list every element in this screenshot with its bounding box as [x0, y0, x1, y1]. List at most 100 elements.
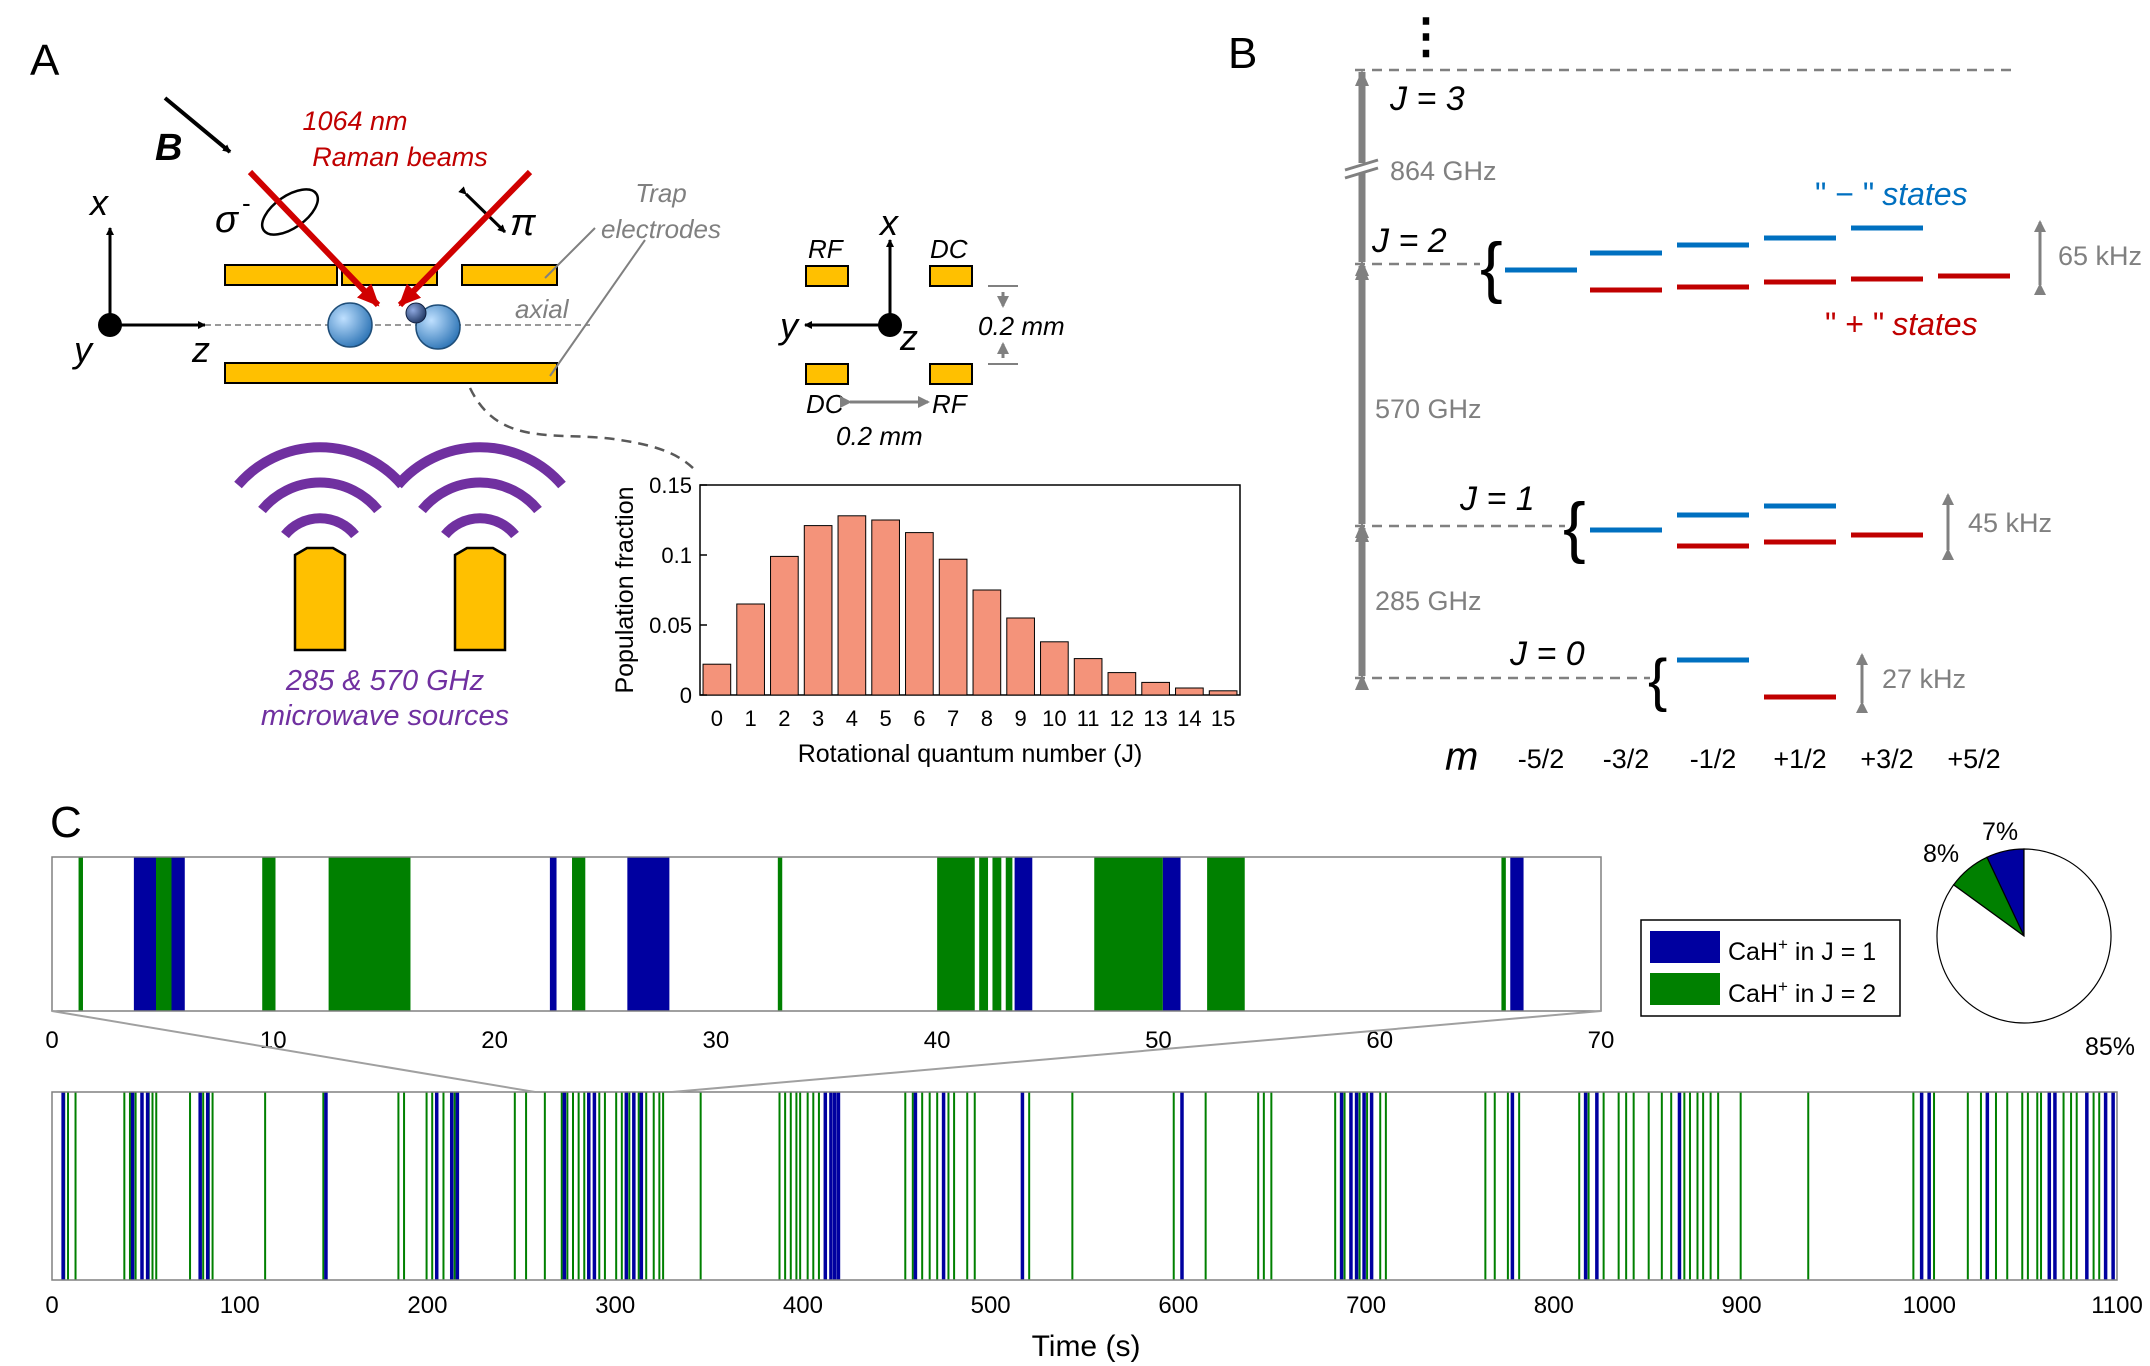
- full-event-green-5: [134, 1092, 137, 1280]
- zoom-strip-frame: [51, 856, 1602, 1012]
- full-event-green-71: [1493, 1092, 1496, 1280]
- end-view-y-label: y: [777, 305, 800, 346]
- full-event-blue-2: [140, 1092, 144, 1280]
- full-event-green-83: [1683, 1092, 1686, 1280]
- beam-label-line1: 1064 nm: [302, 106, 407, 136]
- full-event-green-31: [615, 1092, 618, 1280]
- full-event-blue-1: [130, 1092, 135, 1280]
- full-event-green-70: [1484, 1092, 1487, 1280]
- zoom-xtick-3: 30: [703, 1027, 730, 1054]
- histogram-bar-j2: [770, 555, 799, 696]
- histogram-xtick-11: 11: [1077, 706, 1100, 731]
- full-event-blue-15: [639, 1092, 644, 1280]
- beam-label-line2: Raman beams: [312, 142, 488, 172]
- full-event-blue-23: [1180, 1092, 1184, 1280]
- minus-states-label: " − " states: [1815, 176, 1968, 212]
- legend-label-j2: CaH+ in J = 2: [1728, 977, 1876, 1008]
- zoom-event-19: [1510, 857, 1524, 1011]
- full-event-green-105: [2098, 1092, 2101, 1280]
- full-xtick-5: 500: [971, 1292, 1011, 1319]
- gap-label-285: 285 GHz: [1375, 586, 1482, 616]
- level-label-j0: J = 0: [1509, 635, 1585, 673]
- full-xtick-6: 600: [1158, 1292, 1198, 1319]
- full-event-green-64: [1334, 1092, 1337, 1280]
- full-event-green-102: [2070, 1092, 2073, 1280]
- splitting-label-j2: 65 kHz: [2058, 241, 2142, 271]
- pie-label-j1: 7%: [1982, 818, 2018, 846]
- full-event-green-94: [1979, 1092, 1982, 1280]
- cah-ion: [415, 304, 461, 350]
- full-event-green-93: [1966, 1092, 1969, 1280]
- plus-states-quote: " + ": [1825, 306, 1884, 342]
- full-xtick-8: 800: [1534, 1292, 1574, 1319]
- panel-letter-a: A: [30, 36, 60, 85]
- end-view-rf-top-label: RF: [808, 234, 845, 264]
- full-event-green-86: [1702, 1092, 1705, 1280]
- zoom-event-9: [777, 857, 783, 1011]
- trap-pointer-1: [544, 227, 596, 279]
- dim-vertical-label: 0.2 mm: [978, 311, 1065, 341]
- full-event-green-7: [151, 1092, 154, 1280]
- zoom-event-7: [572, 857, 586, 1011]
- full-event-green-3: [123, 1092, 126, 1280]
- full-event-blue-32: [1677, 1092, 1682, 1280]
- full-event-green-57: [1028, 1092, 1031, 1280]
- full-event-green-51: [928, 1092, 931, 1280]
- full-event-green-79: [1632, 1092, 1635, 1280]
- full-event-green-36: [652, 1092, 655, 1280]
- full-event-green-100: [2040, 1092, 2043, 1280]
- full-xtick-9: 900: [1722, 1292, 1762, 1319]
- histogram-xtick-7: 7: [947, 706, 959, 731]
- panel-c: C 0 10 20 30 40 50 60 70 0 100 200 300 400 500 600 700…: [45, 798, 2142, 1363]
- full-event-green-2: [74, 1092, 77, 1280]
- full-event-green-53: [947, 1092, 950, 1280]
- level-label-j1: J = 1: [1459, 480, 1535, 518]
- full-event-blue-34: [1927, 1092, 1931, 1280]
- full-event-green-12: [211, 1092, 214, 1280]
- histogram-xtick-13: 13: [1143, 706, 1167, 731]
- m-value-0: -5/2: [1518, 744, 1565, 774]
- brace-j0: {: [1648, 648, 1667, 713]
- panel-letter-b: B: [1228, 29, 1257, 78]
- full-event-blue-30: [1583, 1092, 1588, 1280]
- zoom-event-18: [1501, 857, 1506, 1011]
- m-value-5: +5/2: [1947, 744, 2000, 774]
- histogram-xtick-6: 6: [913, 706, 925, 731]
- axis-break-mark-1: [1344, 158, 1379, 172]
- minus-states-word: states: [1882, 176, 1967, 212]
- microwave-source-left: [234, 442, 406, 652]
- electrode-bottom: [224, 362, 558, 384]
- zoom-xtick-2: 20: [481, 1027, 508, 1054]
- full-event-blue-3: [145, 1092, 150, 1280]
- h-atom: [405, 302, 427, 324]
- legend-j1-prefix: CaH: [1728, 938, 1778, 966]
- zoom-event-17: [1207, 857, 1245, 1011]
- full-xtick-10: 1000: [1903, 1292, 1956, 1319]
- end-view-z-dot: [878, 313, 902, 337]
- histogram-xtick-0: 0: [711, 706, 723, 731]
- full-event-green-26: [572, 1092, 575, 1280]
- full-event-blue-38: [2085, 1092, 2089, 1280]
- end-view-x-label: x: [878, 202, 900, 243]
- full-event-green-46: [812, 1092, 815, 1280]
- full-event-green-78: [1625, 1092, 1628, 1280]
- histogram-bar-j11: [1073, 658, 1103, 696]
- full-strip-frame: [51, 1091, 2118, 1281]
- end-view-dc-bottom: [805, 363, 849, 385]
- histogram-bar-j10: [1040, 641, 1069, 696]
- full-event-blue-8: [449, 1092, 454, 1280]
- legend-label-j1: CaH+ in J = 1: [1728, 935, 1876, 966]
- zoom-strip-background: [52, 857, 1601, 1011]
- full-event-green-82: [1670, 1092, 1673, 1280]
- full-event-blue-14: [632, 1092, 636, 1280]
- full-event-green-20: [453, 1092, 456, 1280]
- legend-j2-prefix: CaH: [1728, 980, 1778, 1008]
- full-event-green-103: [2075, 1092, 2078, 1280]
- legend-j1-sup: +: [1778, 935, 1788, 954]
- zoom-event-4: [262, 857, 276, 1011]
- zoom-connector-left: [51, 1010, 536, 1093]
- full-event-blue-10: [562, 1092, 567, 1280]
- trap-label-line2: electrodes: [601, 214, 721, 244]
- level-label-j2: J = 2: [1371, 222, 1447, 260]
- axial-label: axial: [515, 294, 570, 324]
